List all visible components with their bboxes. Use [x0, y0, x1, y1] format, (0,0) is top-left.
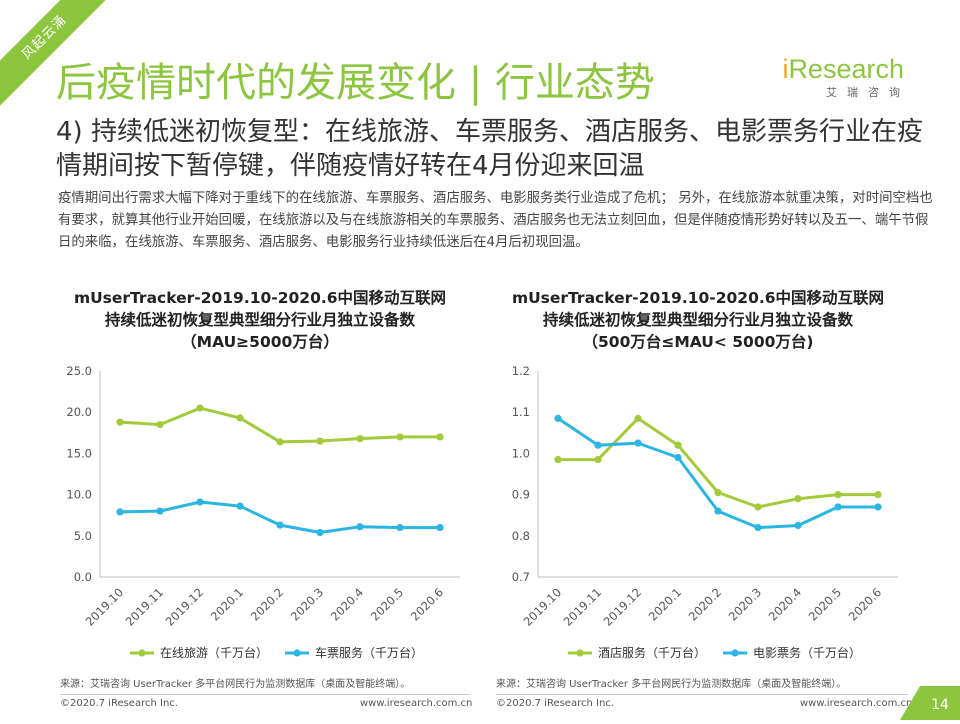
data-point — [634, 414, 642, 422]
data-point — [116, 418, 124, 426]
page-title: 后疫情时代的发展变化 | 行业态势 — [56, 60, 655, 106]
data-point — [196, 498, 204, 506]
legend-label: 车票服务（千万台） — [315, 645, 423, 660]
section-subtitle: 4) 持续低迷初恢复型：在线旅游、车票服务、酒店服务、电影票务行业在疫情期间按下… — [56, 117, 923, 181]
y-tick-label: 1.2 — [512, 364, 530, 378]
footer-divider-right — [496, 694, 908, 695]
x-tick-label: 2020.4 — [328, 585, 366, 623]
data-point — [834, 491, 842, 499]
y-tick-label: 0.7 — [512, 570, 530, 584]
y-tick-label: 1.0 — [512, 446, 530, 460]
footer-divider-left — [60, 694, 470, 695]
data-point — [396, 433, 404, 441]
y-tick-label: 0.9 — [512, 488, 530, 502]
data-point — [674, 453, 682, 462]
x-tick-label: 2020.1 — [646, 585, 684, 623]
chart-title-line: mUserTracker-2019.10-2020.6中国移动互联网 — [512, 288, 884, 307]
data-point — [874, 503, 882, 511]
data-point — [156, 507, 164, 515]
legend-swatch-dot — [138, 649, 146, 657]
data-point — [316, 528, 324, 537]
y-tick-label: 25.0 — [66, 364, 92, 378]
legend-label: 电影票务（千万台） — [753, 645, 861, 660]
legend-swatch-dot — [731, 649, 739, 657]
iresearch-logo: iResearch 艾瑞咨询 — [774, 54, 904, 100]
series-line — [119, 406, 440, 444]
data-point — [794, 495, 802, 503]
x-tick-label: 2020.4 — [766, 585, 804, 623]
data-point — [714, 507, 722, 515]
chart-title-line: mUserTracker-2019.10-2020.6中国移动互联网 — [74, 288, 446, 307]
description-paragraph: 疫情期间出行需求大幅下降对于重线下的在线旅游、车票服务、酒店服务、电影服务类行业… — [58, 191, 933, 250]
data-point — [794, 521, 802, 530]
x-tick-label: 2020.6 — [408, 585, 446, 623]
y-tick-label: 10.0 — [66, 488, 92, 502]
data-point — [236, 502, 244, 510]
data-point — [554, 455, 562, 464]
source-note-right: 来源：艾瑞咨询 UserTracker 多平台网民行为监测数据库（桌面及智能终端… — [496, 679, 847, 690]
chart-left-mau-large: mUserTracker-2019.10-2020.6中国移动互联网持续低迷初恢… — [66, 288, 460, 660]
data-point — [196, 404, 204, 412]
footer-url-right: www.iresearch.com.cn — [800, 698, 913, 709]
logo-wordmark: iResearch — [782, 54, 904, 84]
data-point — [436, 433, 444, 441]
data-point — [554, 414, 562, 422]
x-tick-label: 2020.2 — [686, 585, 724, 623]
y-tick-label: 0.0 — [74, 570, 92, 584]
x-tick-label: 2019.10 — [521, 585, 565, 629]
data-point — [634, 439, 642, 447]
footer-copyright-right: ©2020.7 iResearch Inc. — [496, 698, 614, 709]
x-tick-label: 2020.3 — [288, 585, 326, 623]
data-point — [754, 503, 762, 511]
data-point — [594, 441, 602, 449]
x-tick-label: 2020.3 — [726, 585, 764, 623]
source-note-left: 来源：艾瑞咨询 UserTracker 多平台网民行为监测数据库（桌面及智能终端… — [60, 679, 411, 690]
x-tick-label: 2020.6 — [846, 585, 884, 623]
x-tick-label: 2019.11 — [561, 585, 605, 629]
x-tick-label: 2020.1 — [208, 585, 246, 623]
x-tick-label: 2020.5 — [806, 585, 844, 623]
data-point — [276, 521, 284, 529]
y-tick-label: 5.0 — [74, 529, 92, 543]
data-point — [356, 434, 364, 443]
chart-right-mau-mid: mUserTracker-2019.10-2020.6中国移动互联网持续低迷初恢… — [512, 288, 898, 660]
x-tick-label: 2020.5 — [368, 585, 406, 623]
y-tick-label: 15.0 — [66, 446, 92, 460]
data-point — [674, 441, 682, 449]
x-tick-label: 2019.12 — [163, 585, 207, 629]
data-point — [236, 414, 244, 422]
footer-url-left: www.iresearch.com.cn — [360, 698, 473, 709]
x-tick-label: 2019.12 — [601, 585, 645, 629]
y-tick-label: 20.0 — [66, 405, 92, 419]
data-point — [356, 523, 364, 531]
page-number: 14 — [900, 686, 960, 720]
data-point — [754, 523, 762, 532]
legend-swatch-dot — [293, 649, 301, 657]
footer-copyright-left: ©2020.7 iResearch Inc. — [60, 698, 178, 709]
chart-title-line: （MAU≥5000万台） — [181, 332, 339, 351]
y-tick-label: 1.1 — [512, 405, 530, 419]
data-point — [436, 523, 444, 532]
chart-title-line: 持续低迷初恢复型典型细分行业月独立设备数 — [105, 310, 416, 329]
data-point — [714, 488, 722, 497]
chart-title-line: （500万台≤MAU< 5000万台) — [583, 332, 814, 351]
logo-subtitle: 艾瑞咨询 — [826, 86, 910, 99]
data-point — [116, 508, 124, 516]
x-tick-label: 2019.10 — [83, 585, 127, 629]
data-point — [834, 503, 842, 511]
y-tick-label: 0.8 — [512, 529, 530, 543]
legend-label: 在线旅游（千万台） — [160, 645, 268, 660]
data-point — [396, 523, 404, 532]
data-point — [316, 437, 324, 445]
legend-swatch-dot — [576, 649, 584, 657]
chart-title-line: 持续低迷初恢复型典型细分行业月独立设备数 — [543, 310, 854, 329]
x-tick-label: 2019.11 — [123, 585, 167, 629]
data-point — [874, 491, 882, 499]
x-tick-label: 2020.2 — [248, 585, 286, 623]
data-point — [276, 438, 284, 446]
legend-label: 酒店服务（千万台） — [598, 645, 706, 660]
data-point — [594, 455, 602, 464]
data-point — [156, 420, 164, 429]
